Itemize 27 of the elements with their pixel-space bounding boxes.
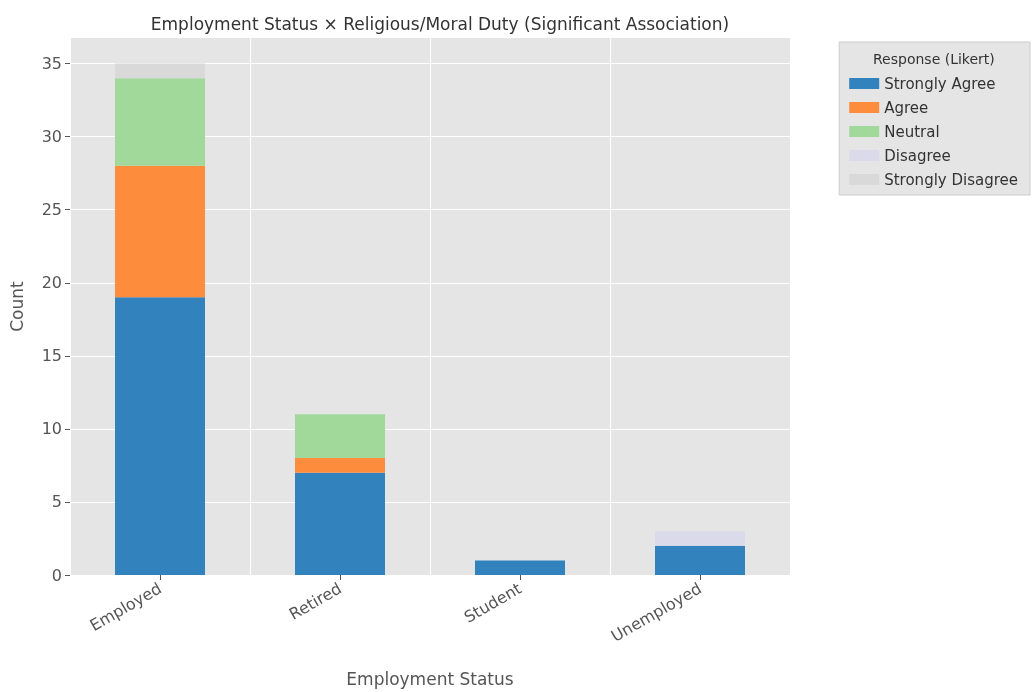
bar [655, 531, 745, 546]
y-tick-label: 35 [41, 54, 62, 74]
bar [475, 560, 565, 575]
bar [115, 165, 205, 298]
y-tick-label: 30 [41, 127, 62, 147]
legend-label: Neutral [884, 122, 940, 141]
bar [655, 545, 745, 575]
bar [295, 458, 385, 473]
bar [115, 63, 205, 79]
y-tick-label: 20 [41, 273, 62, 293]
y-tick-label: 25 [41, 200, 62, 220]
bar [115, 297, 205, 575]
legend-title: Response (Likert) [873, 51, 995, 67]
y-tick-label: 5 [51, 492, 62, 512]
chart-title: Employment Status × Religious/Moral Duty (Significant Association) [150, 13, 730, 34]
y-tick-label: 0 [51, 565, 62, 585]
bar [295, 472, 385, 575]
bar [295, 414, 385, 459]
bar [115, 78, 205, 166]
legend-label: Disagree [884, 146, 951, 165]
legend-label: Strongly Agree [884, 74, 996, 93]
y-tick-label: 10 [41, 419, 62, 439]
legend-label: Strongly Disagree [884, 170, 1019, 189]
legend-label: Agree [884, 98, 929, 117]
x-axis-title: Employment Status [346, 668, 514, 689]
y-tick-label: 15 [41, 346, 62, 366]
y-axis-title: Count [6, 280, 27, 332]
